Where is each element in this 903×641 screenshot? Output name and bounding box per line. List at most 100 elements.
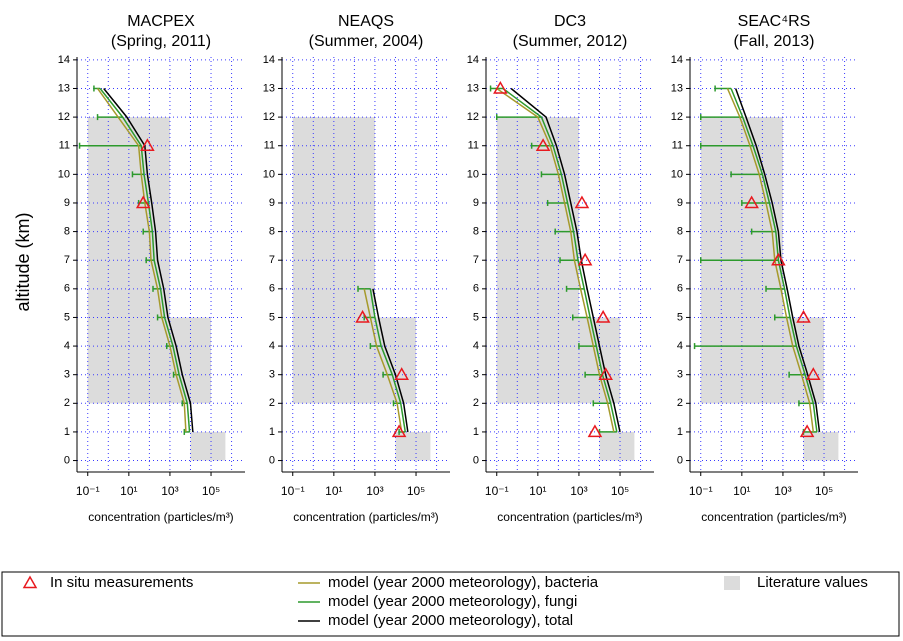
in-situ-marker [391, 424, 407, 438]
y-tick-label: 7 [473, 254, 479, 266]
in-situ-marker [574, 195, 590, 209]
y-tick-label: 5 [269, 311, 275, 323]
legend-symbol [22, 575, 38, 589]
model-line [99, 88, 191, 432]
legend-label: model (year 2000 meteorology), total [328, 612, 573, 629]
error-bar [183, 428, 190, 435]
y-tick-label: 11 [672, 140, 683, 152]
x-tick-label: 10⁻¹ [76, 484, 100, 498]
y-tick-label: 0 [677, 454, 683, 466]
x-tick-label: 10¹ [120, 484, 137, 498]
x-tick-label: 10⁵ [815, 484, 833, 498]
panel-subtitle: (Fall, 2013) [734, 33, 815, 50]
y-tick-label: 1 [473, 426, 479, 438]
y-tick-label: 5 [64, 311, 70, 323]
legend-box [1, 571, 900, 637]
error-bar [699, 142, 754, 149]
y-tick-label: 9 [269, 197, 275, 209]
x-tick-label: 10¹ [733, 484, 750, 498]
error-bar [774, 314, 790, 321]
error-bar [699, 114, 743, 121]
error-bar [142, 228, 153, 235]
x-tick-label: 10⁻¹ [485, 484, 509, 498]
in-situ-marker [799, 424, 815, 438]
panel-title: NEAQS [338, 13, 394, 30]
y-tick-label: 0 [269, 454, 275, 466]
in-situ-marker [577, 252, 593, 266]
y-tick-label: 0 [473, 454, 479, 466]
y-tick-label: 7 [677, 254, 683, 266]
x-axis-label: concentration (particles/m³) [497, 510, 642, 524]
y-tick-label: 10 [263, 168, 275, 180]
y-tick-label: 7 [64, 254, 70, 266]
y-tick-label: 11 [264, 140, 275, 152]
y-tick-label: 5 [473, 311, 479, 323]
y-tick-label: 13 [467, 82, 479, 94]
error-bar [93, 85, 101, 92]
error-bar [495, 114, 542, 121]
x-tick-label: 10³ [774, 484, 791, 498]
x-tick-label: 10³ [570, 484, 587, 498]
panel-title: DC3 [554, 13, 586, 30]
error-bar [714, 85, 732, 92]
error-bar [730, 171, 763, 178]
in-situ-marker [394, 367, 409, 380]
y-tick-label: 0 [64, 454, 70, 466]
y-tick-label: 3 [473, 369, 479, 381]
y-tick-label: 1 [64, 426, 70, 438]
y-tick-label: 4 [473, 340, 479, 352]
literature-box [190, 431, 226, 461]
y-tick-label: 6 [64, 283, 70, 295]
legend-label: model (year 2000 meteorology), fungi [328, 593, 577, 610]
in-situ-marker [595, 309, 611, 323]
y-tick-label: 10 [467, 168, 479, 180]
y-tick-label: 11 [468, 140, 479, 152]
y-tick-label: 8 [64, 225, 70, 237]
x-tick-label: 10³ [366, 484, 383, 498]
y-tick-label: 12 [58, 111, 70, 123]
model-line [363, 288, 403, 433]
error-bar [78, 142, 142, 149]
model-line [730, 88, 818, 433]
y-tick-label: 9 [677, 197, 683, 209]
x-tick-label: 10⁵ [611, 484, 629, 498]
y-tick-label: 6 [677, 283, 683, 295]
x-tick-label: 10³ [161, 484, 178, 498]
y-tick-label: 14 [58, 54, 70, 66]
panel-title: MACPEX [127, 13, 195, 30]
error-bar [788, 371, 806, 378]
y-tick-label: 12 [671, 111, 683, 123]
panel-subtitle: (Spring, 2011) [111, 33, 211, 50]
y-tick-label: 10 [671, 168, 683, 180]
in-situ-marker [587, 424, 603, 438]
x-axis-label: concentration (particles/m³) [701, 510, 846, 524]
model-line [96, 88, 187, 432]
y-tick-label: 4 [64, 340, 70, 352]
x-tick-label: 10¹ [529, 484, 546, 498]
y-axis-label: altitude (km) [13, 212, 33, 311]
y-tick-label: 1 [269, 426, 275, 438]
y-tick-label: 14 [671, 54, 683, 66]
error-bar [798, 400, 814, 407]
error-bar [152, 285, 161, 292]
y-tick-label: 13 [671, 82, 683, 94]
y-tick-label: 12 [467, 111, 479, 123]
x-axis-label: concentration (particles/m³) [293, 510, 438, 524]
y-tick-label: 3 [677, 369, 683, 381]
legend-label: model (year 2000 meteorology), bacteria [328, 574, 599, 591]
error-bar [131, 171, 145, 178]
x-tick-label: 10⁵ [202, 484, 220, 498]
y-tick-label: 12 [263, 111, 275, 123]
in-situ-marker [493, 80, 508, 94]
panel-subtitle: (Summer, 2004) [309, 33, 424, 50]
y-tick-label: 2 [677, 397, 683, 409]
y-tick-label: 8 [473, 225, 479, 237]
y-tick-label: 5 [677, 311, 683, 323]
y-tick-label: 14 [467, 54, 479, 66]
y-tick-label: 2 [473, 397, 479, 409]
y-tick-label: 14 [263, 54, 275, 66]
x-tick-label: 10¹ [325, 484, 342, 498]
y-tick-label: 6 [473, 283, 479, 295]
panel-title: SEAC⁴RS [738, 13, 811, 30]
